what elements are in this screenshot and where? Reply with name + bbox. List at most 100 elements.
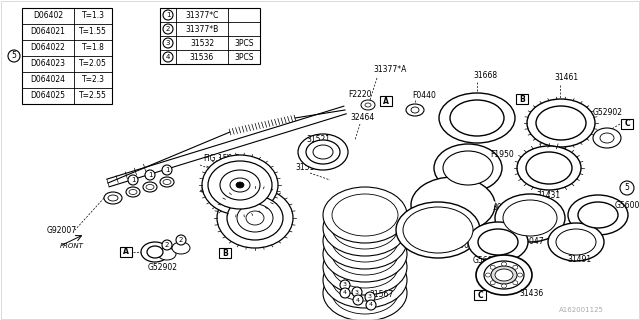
Ellipse shape [227, 196, 283, 240]
Text: 31532: 31532 [190, 38, 214, 47]
Text: 2: 2 [165, 242, 169, 248]
Bar [380, 96, 392, 106]
Ellipse shape [104, 192, 122, 204]
Ellipse shape [126, 187, 140, 197]
Text: 5: 5 [625, 183, 629, 193]
Text: 2: 2 [166, 26, 170, 32]
Ellipse shape [536, 106, 586, 140]
Ellipse shape [172, 242, 190, 254]
Ellipse shape [502, 262, 506, 266]
Ellipse shape [513, 281, 518, 285]
Ellipse shape [495, 194, 565, 242]
Text: G52902: G52902 [593, 108, 623, 117]
Ellipse shape [476, 255, 532, 295]
Ellipse shape [517, 146, 581, 190]
Ellipse shape [439, 93, 515, 143]
Ellipse shape [600, 133, 614, 143]
Text: 31431: 31431 [536, 191, 560, 200]
Text: G92007: G92007 [47, 226, 77, 235]
Ellipse shape [478, 229, 518, 255]
Ellipse shape [143, 182, 157, 192]
Text: 31377*B: 31377*B [186, 25, 219, 34]
Text: B: B [222, 249, 228, 258]
Ellipse shape [246, 211, 264, 225]
Text: 4: 4 [343, 291, 347, 295]
Text: 4: 4 [166, 54, 170, 60]
Ellipse shape [490, 281, 495, 285]
Ellipse shape [220, 170, 260, 200]
Text: C: C [624, 119, 630, 129]
Text: D064021: D064021 [31, 28, 65, 36]
Ellipse shape [361, 100, 375, 110]
Text: 31521: 31521 [306, 135, 330, 144]
Text: T=2.55: T=2.55 [79, 92, 107, 100]
Text: FRONT: FRONT [60, 243, 84, 249]
Ellipse shape [332, 259, 398, 301]
Text: G5600: G5600 [473, 256, 499, 265]
Bar [621, 119, 633, 129]
Ellipse shape [237, 204, 273, 232]
Ellipse shape [332, 246, 398, 288]
Ellipse shape [332, 207, 398, 249]
Circle shape [163, 10, 173, 20]
Text: 2: 2 [179, 237, 183, 243]
Text: A: A [383, 97, 389, 106]
Ellipse shape [332, 220, 398, 262]
Text: 1: 1 [131, 177, 135, 183]
Ellipse shape [527, 99, 595, 147]
Text: 3: 3 [355, 290, 359, 294]
Text: 31461: 31461 [554, 73, 578, 82]
Ellipse shape [163, 180, 171, 185]
Ellipse shape [396, 202, 480, 258]
Ellipse shape [323, 226, 407, 282]
Circle shape [340, 280, 350, 290]
Ellipse shape [578, 202, 618, 228]
Text: 3PCS: 3PCS [234, 38, 253, 47]
Text: A162001125: A162001125 [559, 307, 604, 313]
Text: FIG.150-3: FIG.150-3 [203, 154, 240, 163]
Ellipse shape [486, 273, 490, 277]
Ellipse shape [411, 107, 419, 113]
Circle shape [365, 292, 375, 302]
Text: D06402: D06402 [33, 12, 63, 20]
Circle shape [163, 24, 173, 34]
Circle shape [163, 38, 173, 48]
Text: 5: 5 [12, 52, 17, 60]
Ellipse shape [208, 161, 272, 209]
Ellipse shape [518, 273, 522, 277]
Circle shape [366, 300, 376, 310]
Text: T=1.8: T=1.8 [81, 44, 104, 52]
Ellipse shape [202, 155, 278, 215]
Text: F1950: F1950 [490, 150, 514, 159]
Text: A: A [123, 247, 129, 257]
Ellipse shape [526, 152, 572, 184]
Ellipse shape [568, 195, 628, 235]
Ellipse shape [230, 178, 250, 192]
Circle shape [162, 165, 172, 175]
Ellipse shape [323, 187, 407, 243]
Circle shape [8, 50, 20, 62]
Text: D064022: D064022 [31, 44, 65, 52]
Circle shape [620, 181, 634, 195]
Ellipse shape [147, 246, 163, 258]
Ellipse shape [313, 145, 333, 159]
Ellipse shape [411, 177, 495, 233]
Ellipse shape [332, 272, 398, 314]
Text: B: B [519, 94, 525, 103]
Ellipse shape [323, 239, 407, 295]
Text: G52902: G52902 [148, 263, 178, 272]
Ellipse shape [443, 151, 493, 185]
Bar [474, 290, 486, 300]
Text: FIG.150-3: FIG.150-3 [200, 186, 237, 195]
Bar [219, 248, 231, 258]
Text: 31377*A: 31377*A [373, 65, 406, 74]
Circle shape [145, 170, 155, 180]
Ellipse shape [593, 128, 621, 148]
Text: 4: 4 [356, 298, 360, 302]
Text: C: C [477, 291, 483, 300]
Ellipse shape [468, 222, 528, 262]
Ellipse shape [450, 100, 504, 136]
Ellipse shape [556, 229, 596, 255]
Text: 1: 1 [164, 167, 169, 173]
Bar [120, 247, 132, 257]
